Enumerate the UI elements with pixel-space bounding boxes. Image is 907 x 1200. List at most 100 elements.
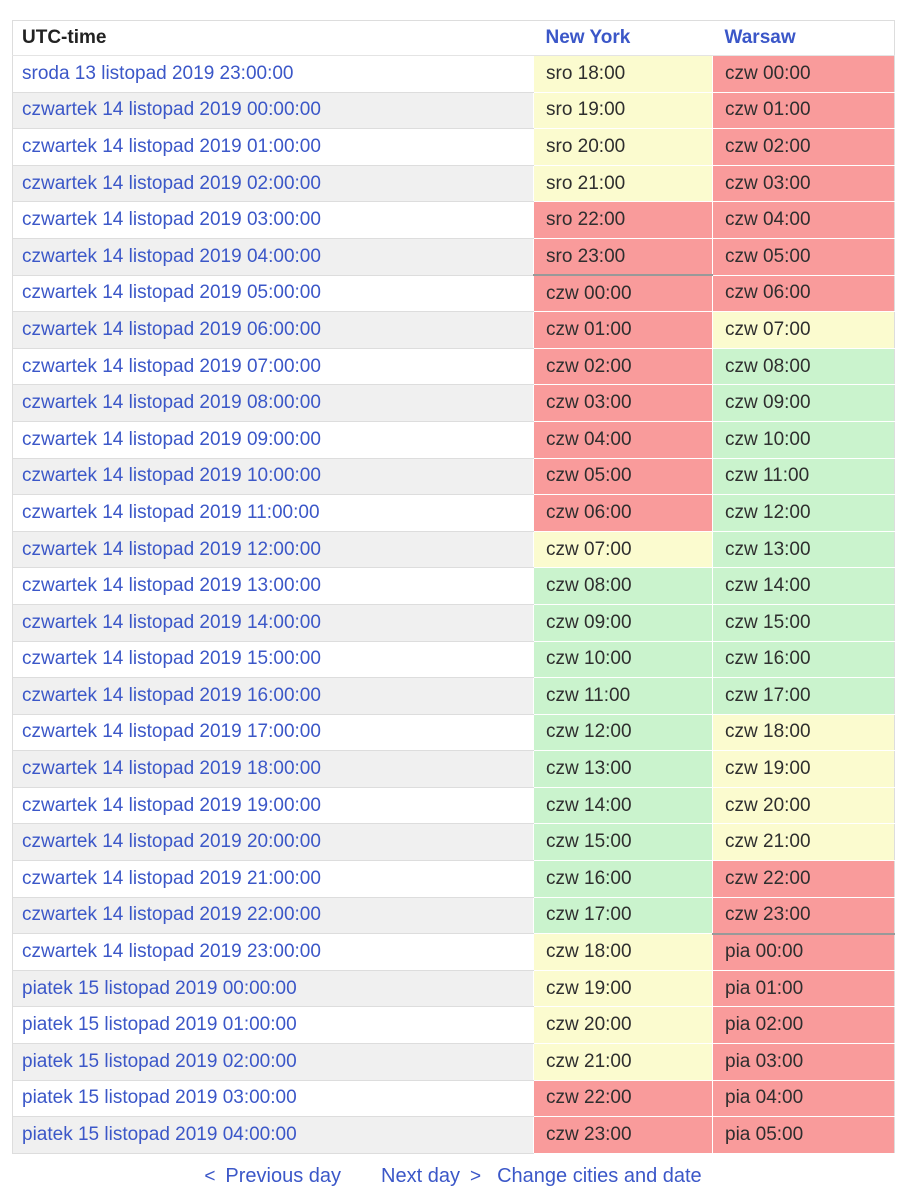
chevron-left-icon: < [204,1165,216,1187]
city-header-new-york[interactable]: New York [533,20,713,56]
new-york-time-cell: czw 01:00 [533,311,713,349]
previous-day-label: Previous day [225,1165,342,1188]
utc-time-cell[interactable]: czwartek 14 listopad 2019 11:00:00 [12,494,534,532]
table-row: czwartek 14 listopad 2019 05:00:00 czw 00… [12,275,895,313]
utc-time-cell[interactable]: czwartek 14 listopad 2019 09:00:00 [12,421,534,459]
utc-time-cell[interactable]: czwartek 14 listopad 2019 23:00:00 [12,933,534,971]
new-york-time-cell: czw 13:00 [533,750,713,788]
utc-time-header: UTC-time [12,20,534,56]
table-row: piatek 15 listopad 2019 01:00:00 czw 20:0… [12,1006,895,1045]
utc-time-cell[interactable]: czwartek 14 listopad 2019 12:00:00 [12,531,534,569]
utc-time-cell[interactable]: czwartek 14 listopad 2019 06:00:00 [12,311,534,349]
warsaw-time-cell: czw 12:00 [712,494,895,532]
new-york-time-cell: czw 15:00 [533,823,713,862]
new-york-time-cell: czw 21:00 [533,1043,713,1081]
warsaw-time-cell: pia 05:00 [712,1116,895,1154]
table-row: czwartek 14 listopad 2019 08:00:00 czw 03… [12,384,895,422]
warsaw-time-cell: pia 02:00 [712,1006,895,1045]
new-york-time-cell: czw 00:00 [533,275,713,313]
utc-time-cell[interactable]: czwartek 14 listopad 2019 18:00:00 [12,750,534,788]
next-day-label: Next day [381,1165,460,1188]
table-row: piatek 15 listopad 2019 03:00:00 czw 22:0… [12,1080,895,1118]
utc-time-cell[interactable]: czwartek 14 listopad 2019 07:00:00 [12,348,534,386]
table-row: czwartek 14 listopad 2019 06:00:00 czw 01… [12,311,895,349]
warsaw-time-cell: czw 10:00 [712,421,895,459]
warsaw-time-cell: pia 01:00 [712,970,895,1008]
new-york-time-cell: czw 17:00 [533,897,713,935]
warsaw-time-cell: czw 15:00 [712,604,895,642]
timezone-table: UTC-time New York Warsaw sroda 13 listop… [12,20,895,1154]
warsaw-time-cell: czw 18:00 [712,714,895,752]
warsaw-time-cell: czw 07:00 [712,311,895,349]
utc-time-cell[interactable]: czwartek 14 listopad 2019 10:00:00 [12,458,534,496]
utc-time-cell[interactable]: czwartek 14 listopad 2019 13:00:00 [12,567,534,605]
change-cities-and-date-link[interactable]: Change cities and date [497,1165,702,1188]
new-york-time-cell: sro 22:00 [533,201,713,239]
table-row: czwartek 14 listopad 2019 01:00:00 sro 20… [12,128,895,166]
table-row: czwartek 14 listopad 2019 13:00:00 czw 08… [12,567,895,605]
table-row: czwartek 14 listopad 2019 07:00:00 czw 02… [12,348,895,386]
chevron-right-icon: > [469,1165,482,1187]
utc-time-cell[interactable]: czwartek 14 listopad 2019 05:00:00 [12,275,534,313]
warsaw-time-cell: pia 03:00 [712,1043,895,1081]
utc-time-cell[interactable]: czwartek 14 listopad 2019 02:00:00 [12,165,534,203]
utc-time-cell[interactable]: piatek 15 listopad 2019 04:00:00 [12,1116,534,1154]
warsaw-time-cell: pia 04:00 [712,1080,895,1118]
utc-time-cell[interactable]: czwartek 14 listopad 2019 17:00:00 [12,714,534,752]
previous-day-link[interactable]: < Previous day [204,1165,341,1188]
new-york-time-cell: czw 05:00 [533,458,713,496]
new-york-time-cell: czw 16:00 [533,860,713,898]
new-york-time-cell: czw 02:00 [533,348,713,386]
table-row: czwartek 14 listopad 2019 12:00:00 czw 07… [12,531,895,569]
table-row: sroda 13 listopad 2019 23:00:00 sro 18:00… [12,55,895,93]
warsaw-time-cell: czw 00:00 [712,55,895,93]
warsaw-time-cell: czw 19:00 [712,750,895,788]
new-york-time-cell: czw 10:00 [533,641,713,679]
table-row: czwartek 14 listopad 2019 02:00:00 sro 21… [12,165,895,203]
utc-time-cell[interactable]: czwartek 14 listopad 2019 04:00:00 [12,238,534,276]
warsaw-time-cell: czw 20:00 [712,787,895,825]
utc-time-cell[interactable]: czwartek 14 listopad 2019 20:00:00 [12,823,534,862]
new-york-time-cell: czw 08:00 [533,567,713,605]
utc-time-cell[interactable]: piatek 15 listopad 2019 00:00:00 [12,970,534,1008]
table-row: czwartek 14 listopad 2019 18:00:00 czw 13… [12,750,895,788]
utc-time-cell[interactable]: czwartek 14 listopad 2019 21:00:00 [12,860,534,898]
utc-time-cell[interactable]: piatek 15 listopad 2019 01:00:00 [12,1006,534,1045]
new-york-time-cell: czw 14:00 [533,787,713,825]
utc-time-cell[interactable]: piatek 15 listopad 2019 03:00:00 [12,1080,534,1118]
warsaw-time-cell: czw 02:00 [712,128,895,166]
utc-time-cell[interactable]: czwartek 14 listopad 2019 01:00:00 [12,128,534,166]
table-row: czwartek 14 listopad 2019 14:00:00 czw 09… [12,604,895,642]
new-york-time-cell: sro 21:00 [533,165,713,203]
new-york-time-cell: sro 20:00 [533,128,713,166]
table-row: czwartek 14 listopad 2019 22:00:00 czw 17… [12,897,895,935]
table-row: piatek 15 listopad 2019 02:00:00 czw 21:0… [12,1043,895,1081]
utc-time-cell[interactable]: sroda 13 listopad 2019 23:00:00 [12,55,534,93]
utc-time-cell[interactable]: czwartek 14 listopad 2019 15:00:00 [12,641,534,679]
city-header-warsaw[interactable]: Warsaw [712,20,895,56]
header-row: UTC-time New York Warsaw [12,20,895,56]
table-row: czwartek 14 listopad 2019 11:00:00 czw 06… [12,494,895,532]
warsaw-time-cell: czw 16:00 [712,641,895,679]
warsaw-time-cell: czw 13:00 [712,531,895,569]
warsaw-time-cell: czw 22:00 [712,860,895,898]
utc-time-cell[interactable]: czwartek 14 listopad 2019 08:00:00 [12,384,534,422]
warsaw-time-cell: pia 00:00 [712,933,895,971]
utc-time-cell[interactable]: czwartek 14 listopad 2019 19:00:00 [12,787,534,825]
utc-time-cell[interactable]: piatek 15 listopad 2019 02:00:00 [12,1043,534,1081]
table-row: czwartek 14 listopad 2019 19:00:00 czw 14… [12,787,895,825]
new-york-time-cell: czw 20:00 [533,1006,713,1045]
warsaw-time-cell: czw 03:00 [712,165,895,203]
utc-time-cell[interactable]: czwartek 14 listopad 2019 22:00:00 [12,897,534,935]
utc-time-cell[interactable]: czwartek 14 listopad 2019 16:00:00 [12,677,534,715]
new-york-time-cell: czw 11:00 [533,677,713,715]
next-day-link[interactable]: Next day > [381,1165,481,1188]
warsaw-time-cell: czw 21:00 [712,823,895,862]
new-york-time-cell: czw 22:00 [533,1080,713,1118]
utc-time-cell[interactable]: czwartek 14 listopad 2019 14:00:00 [12,604,534,642]
utc-time-cell[interactable]: czwartek 14 listopad 2019 03:00:00 [12,201,534,239]
utc-time-cell[interactable]: czwartek 14 listopad 2019 00:00:00 [12,92,534,130]
pager: < Previous day Next day > Change cities … [12,1154,894,1200]
new-york-time-cell: czw 04:00 [533,421,713,459]
warsaw-time-cell: czw 23:00 [712,897,895,935]
